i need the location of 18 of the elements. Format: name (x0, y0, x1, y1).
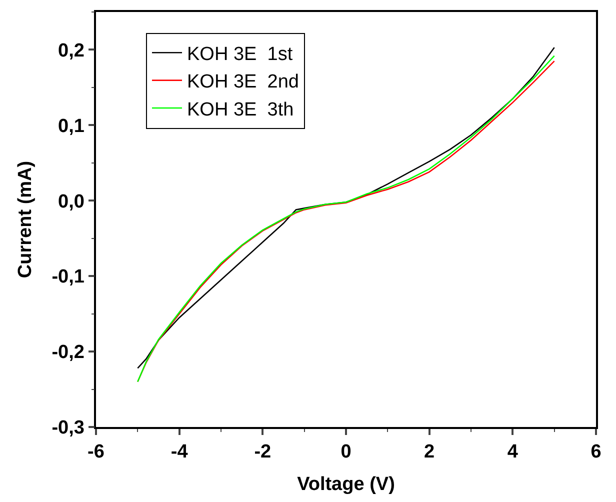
legend-label: KOH 3E 3th (187, 99, 294, 120)
y-axis-title: Current (mA) (15, 160, 36, 278)
x-tick-label: -6 (88, 442, 104, 463)
legend-label: KOH 3E 2nd (187, 72, 299, 93)
x-tick-label: 0 (340, 442, 352, 463)
y-tick-label: 0,0 (58, 191, 84, 212)
y-tick-label: -0,1 (52, 266, 85, 288)
x-tick-label: 2 (424, 442, 435, 463)
y-tick-label: 0,1 (58, 116, 85, 137)
x-tick-label: 4 (507, 442, 518, 463)
y-tick-label: -0,3 (52, 418, 84, 439)
x-tick-label: -2 (254, 442, 272, 463)
x-axis-title: Voltage (V) (297, 474, 395, 495)
legend-label: KOH 3E 1st (187, 44, 294, 66)
x-tick-label: 6 (590, 442, 602, 463)
x-tick-label: -4 (170, 442, 188, 463)
y-tick-label: -0,2 (52, 342, 84, 364)
y-tick-label: 0,2 (58, 40, 84, 62)
